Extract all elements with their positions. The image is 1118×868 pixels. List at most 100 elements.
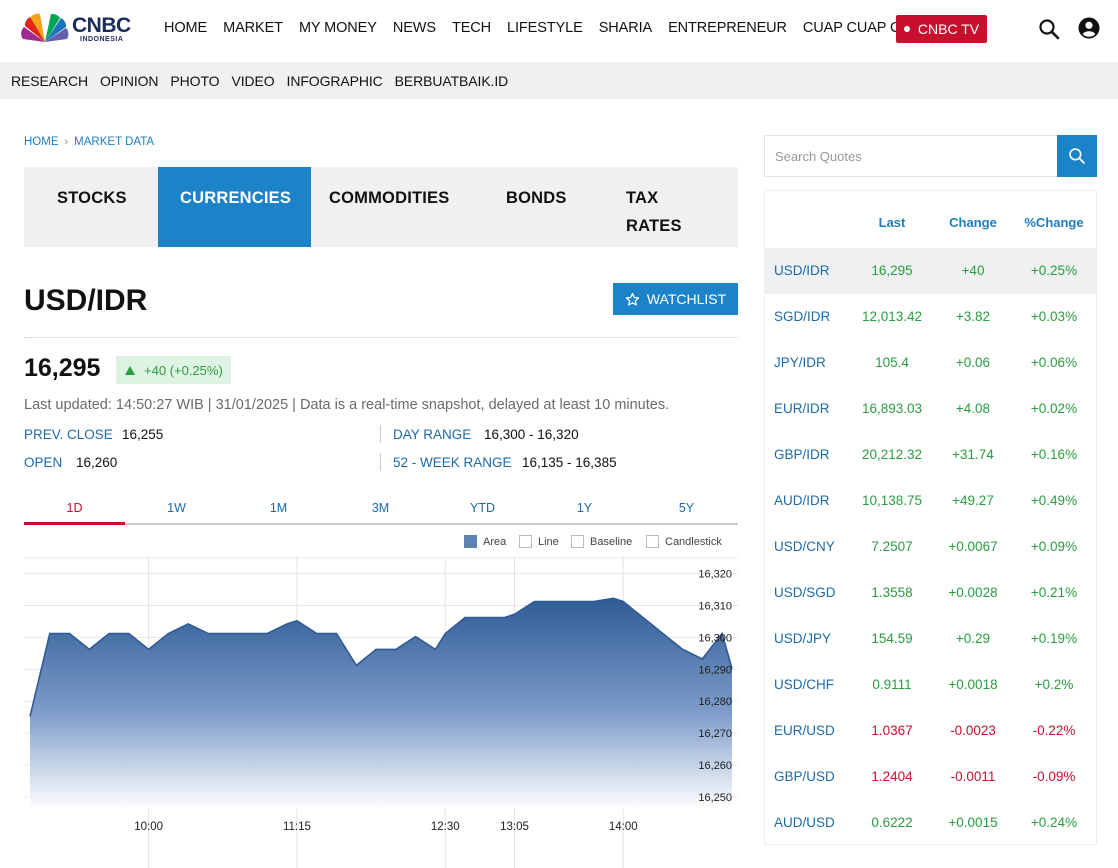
period-ytd[interactable]: YTD [470, 501, 495, 515]
quote-pct-change: +0.06% [1030, 355, 1078, 370]
quote-symbol[interactable]: USD/CHF [774, 677, 834, 692]
quote-row[interactable]: AUD/USD 0.6222 +0.0015 +0.24% [764, 800, 1097, 846]
submenu-opinion[interactable]: OPINION [100, 72, 159, 89]
quote-symbol[interactable]: USD/SGD [774, 585, 836, 600]
quote-last: 12,013.42 [861, 309, 923, 324]
y-tick-label: 16,270 [698, 728, 732, 740]
x-tick-label: 13:05 [500, 821, 529, 833]
x-tick-label: 10:00 [134, 821, 163, 833]
tab-bonds[interactable]: BONDS [506, 189, 567, 207]
stat-divider [380, 453, 381, 471]
quote-row[interactable]: USD/SGD 1.3558 +0.0028 +0.21% [764, 570, 1097, 616]
watchlist-button[interactable]: WATCHLIST [613, 283, 738, 315]
tab-commodities[interactable]: COMMODITIES [329, 189, 450, 207]
quote-row[interactable]: SGD/IDR 12,013.42 +3.82 +0.03% [764, 294, 1097, 340]
menu-tech[interactable]: TECH [451, 20, 492, 36]
quote-row[interactable]: AUD/IDR 10,138.75 +49.27 +0.49% [764, 478, 1097, 524]
quote-last: 20,212.32 [861, 447, 923, 462]
quote-symbol[interactable]: JPY/IDR [774, 355, 826, 370]
quote-symbol[interactable]: GBP/IDR [774, 447, 830, 462]
submenu-video[interactable]: VIDEO [231, 72, 275, 89]
period-1y[interactable]: 1Y [576, 501, 593, 515]
menu-home[interactable]: HOME [164, 20, 208, 36]
submenu-research[interactable]: RESEARCH [11, 72, 88, 89]
quote-change: +31.74 [952, 447, 994, 462]
quote-row[interactable]: USD/JPY 154.59 +0.29 +0.19% [764, 616, 1097, 662]
checkbox-icon [646, 535, 659, 548]
chart-type-candlestick[interactable]: Candlestick [646, 535, 722, 548]
menu-entrepreneur[interactable]: ENTREPRENEUR [668, 20, 787, 36]
cnbc-logo[interactable]: CNBC INDONESIA [20, 12, 135, 46]
submenu-photo[interactable]: PHOTO [170, 72, 220, 89]
column-header-change[interactable]: Change [949, 215, 997, 230]
chart-type-baseline[interactable]: Baseline [571, 535, 632, 548]
period-5y[interactable]: 5Y [678, 501, 695, 515]
quote-row[interactable]: USD/IDR 16,295 +40 +0.25% [764, 248, 1097, 294]
quote-symbol[interactable]: EUR/IDR [774, 401, 830, 416]
quote-row[interactable]: JPY/IDR 105.4 +0.06 +0.06% [764, 340, 1097, 386]
quote-row[interactable]: EUR/IDR 16,893.03 +4.08 +0.02% [764, 386, 1097, 432]
tab-currencies[interactable]: CURRENCIES [158, 167, 311, 247]
tab-tax-rates[interactable]: TAX RATES [626, 189, 682, 235]
quote-row[interactable]: USD/CHF 0.9111 +0.0018 +0.2% [764, 662, 1097, 708]
quote-pct-change: +0.2% [1034, 677, 1074, 692]
cnbc-tv-button[interactable]: CNBC TV [896, 15, 987, 43]
column-header-last[interactable]: Last [878, 215, 906, 230]
quote-row[interactable]: GBP/USD 1.2404 -0.0011 -0.09% [764, 754, 1097, 800]
quote-symbol[interactable]: GBP/USD [774, 769, 835, 784]
quote-last: 1.0367 [871, 723, 913, 738]
quote-symbol[interactable]: AUD/IDR [774, 493, 830, 508]
period-1d[interactable]: 1D [24, 495, 125, 525]
chart-type-label: Area [483, 535, 507, 548]
menu-market[interactable]: MARKET [223, 20, 283, 36]
y-tick-label: 16,300 [698, 632, 732, 644]
quote-symbol[interactable]: SGD/IDR [774, 309, 831, 324]
quote-row[interactable]: GBP/IDR 20,212.32 +31.74 +0.16% [764, 432, 1097, 478]
quote-pct-change: +0.09% [1030, 539, 1078, 554]
quote-symbol[interactable]: USD/CNY [774, 539, 835, 554]
quote-symbol[interactable]: USD/IDR [774, 263, 830, 278]
user-account-icon[interactable] [1078, 17, 1100, 39]
quote-pct-change: +0.25% [1030, 263, 1078, 278]
quote-last: 105.4 [875, 355, 909, 370]
tab-stocks[interactable]: STOCKS [57, 189, 127, 207]
menu-sharia[interactable]: SHARIA [598, 20, 653, 36]
week52-range-label: 52 - WEEK RANGE [393, 455, 512, 470]
search-quotes-button[interactable] [1057, 135, 1097, 177]
y-tick-label: 16,290 [698, 664, 732, 676]
chart-type-area[interactable]: Area [464, 535, 506, 548]
breadcrumb-home[interactable]: HOME [24, 136, 59, 148]
quote-change: +0.29 [955, 631, 991, 646]
search-icon[interactable] [1038, 18, 1060, 40]
price-chart[interactable]: 16,320 16,310 16,300 16,290 16,280 16,270 16,2… [24, 557, 738, 868]
x-tick-label: 14:00 [609, 821, 638, 833]
divider [24, 337, 738, 338]
submenu-berbuatbaik[interactable]: BERBUATBAIK.ID [394, 72, 509, 89]
menu-lifestyle[interactable]: LIFESTYLE [507, 20, 583, 36]
area-series [30, 598, 732, 809]
top-navigation: CNBC INDONESIA HOME MARKET MY MONEY NEWS… [0, 0, 1118, 62]
quote-row[interactable]: USD/CNY 7.2507 +0.0067 +0.09% [764, 524, 1097, 570]
period-1w[interactable]: 1W [167, 501, 186, 515]
x-tick-label: 11:15 [283, 821, 311, 833]
quote-change: -0.0023 [950, 723, 996, 738]
chart-type-line[interactable]: Line [519, 535, 559, 548]
breadcrumb-market-data[interactable]: MARKET DATA [74, 136, 155, 148]
quote-row[interactable]: EUR/USD 1.0367 -0.0023 -0.22% [764, 708, 1097, 754]
last-updated-text: Last updated: 14:50:27 WIB | 31/01/2025 … [24, 397, 670, 413]
market-tabs: STOCKS CURRENCIES COMMODITIES BONDS TAX … [24, 167, 738, 247]
quote-last: 1.2404 [871, 769, 913, 784]
page-title: USD/IDR [24, 284, 148, 317]
period-1m[interactable]: 1M [269, 501, 288, 515]
period-3m[interactable]: 3M [371, 501, 390, 515]
y-tick-label: 16,310 [698, 600, 732, 612]
quote-pct-change: +0.03% [1030, 309, 1078, 324]
menu-news[interactable]: NEWS [392, 20, 436, 36]
quote-symbol[interactable]: AUD/USD [774, 815, 835, 830]
menu-my-money[interactable]: MY MONEY [298, 20, 377, 36]
quote-symbol[interactable]: EUR/USD [774, 723, 835, 738]
submenu-infographic[interactable]: INFOGRAPHIC [286, 72, 383, 89]
column-header-pct-change[interactable]: %Change [1024, 215, 1084, 230]
quote-symbol[interactable]: USD/JPY [774, 631, 832, 646]
search-quotes-input[interactable] [764, 135, 1058, 177]
